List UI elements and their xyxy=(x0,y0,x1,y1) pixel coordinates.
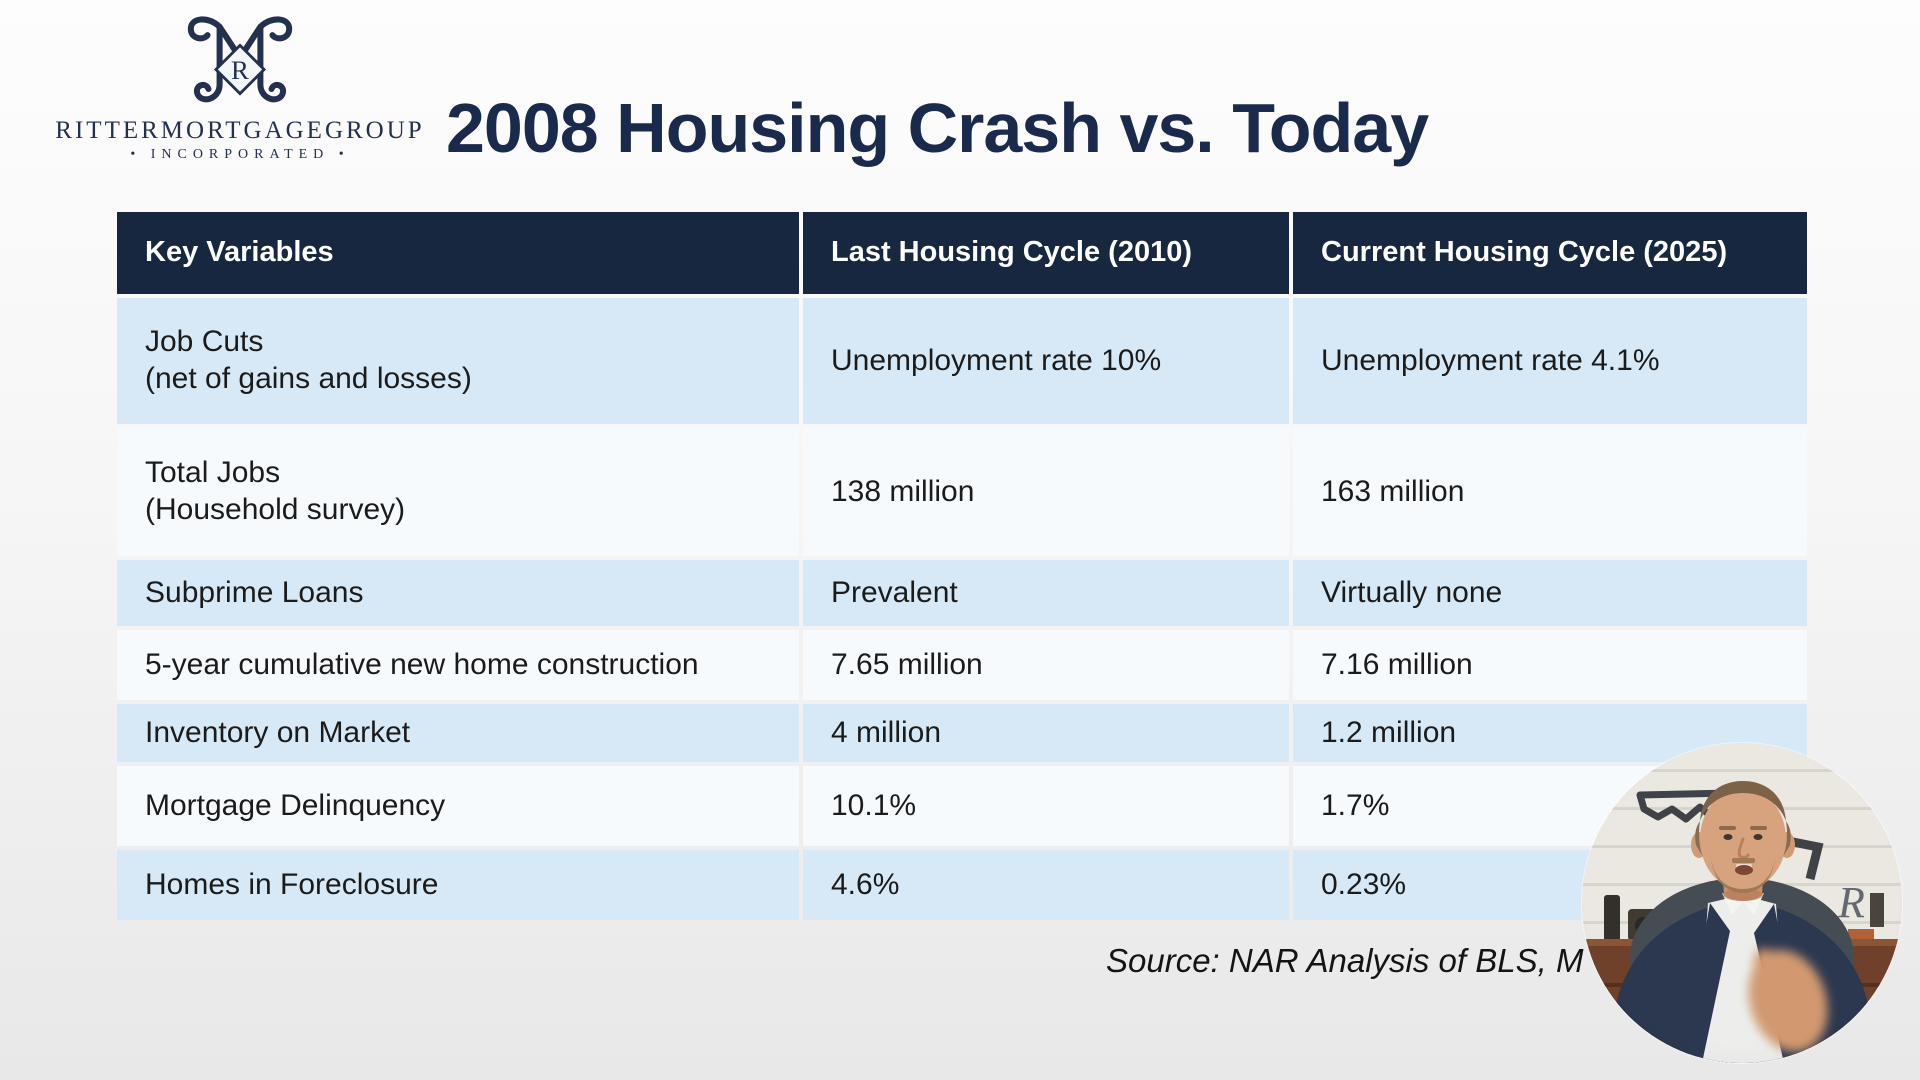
cell-last-cycle: Unemployment rate 10% xyxy=(803,298,1289,424)
cell-variable: Inventory on Market xyxy=(117,704,799,762)
cell-variable: 5-year cumulative new home construction xyxy=(117,630,799,700)
cell-last-cycle: 7.65 million xyxy=(803,630,1289,700)
cell-current-cycle: 163 million xyxy=(1293,428,1807,556)
cell-current-cycle: Unemployment rate 4.1% xyxy=(1293,298,1807,424)
source-note: Source: NAR Analysis of BLS, M xyxy=(1106,942,1584,979)
column-header-last-cycle: Last Housing Cycle (2010) xyxy=(803,212,1289,294)
cell-current-cycle: Virtually none xyxy=(1293,560,1807,626)
cell-last-cycle: 4.6% xyxy=(803,850,1289,920)
presenter-avatar: R xyxy=(1582,743,1902,1063)
cell-last-cycle: 138 million xyxy=(803,428,1289,556)
cell-last-cycle: 10.1% xyxy=(803,766,1289,846)
cell-variable: Subprime Loans xyxy=(117,560,799,626)
brand-monogram-icon: R xyxy=(187,16,293,103)
brand-name: RITTERMORTGAGEGROUP xyxy=(55,117,425,144)
brand-monogram-letter: R xyxy=(231,55,249,85)
cell-variable: Total Jobs (Household survey) xyxy=(117,428,799,556)
page-title: 2008 Housing Crash vs. Today xyxy=(446,89,1429,167)
comparison-table: Key Variables Last Housing Cycle (2010) … xyxy=(117,212,1807,920)
cell-variable: Job Cuts (net of gains and losses) xyxy=(117,298,799,424)
cell-current-cycle: 7.16 million xyxy=(1293,630,1807,700)
cell-variable: Mortgage Delinquency xyxy=(117,766,799,846)
cell-last-cycle: Prevalent xyxy=(803,560,1289,626)
presenter-webcam-overlay: R xyxy=(1582,743,1902,1063)
cell-variable: Homes in Foreclosure xyxy=(117,850,799,920)
brand-logo: R RITTERMORTGAGEGROUP • INCORPORATED • xyxy=(40,12,440,163)
column-header-current-cycle: Current Housing Cycle (2025) xyxy=(1293,212,1807,294)
cell-last-cycle: 4 million xyxy=(803,704,1289,762)
column-header-key-variables: Key Variables xyxy=(117,212,799,294)
brand-subtitle: • INCORPORATED • xyxy=(130,147,350,162)
